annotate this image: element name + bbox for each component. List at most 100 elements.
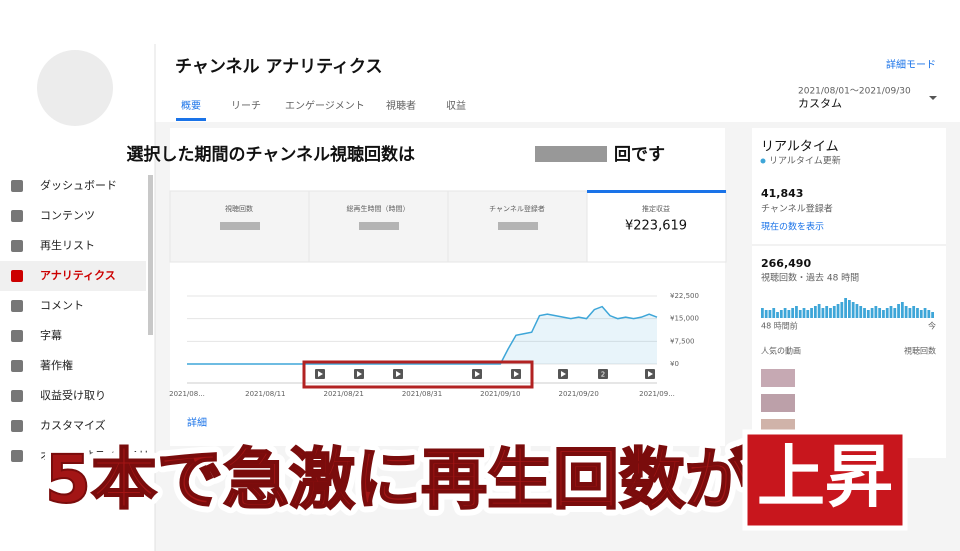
scrollbar xyxy=(148,175,153,335)
y-tick-label: ¥7,500 xyxy=(670,337,695,345)
realtime-bar xyxy=(848,300,851,318)
menu-item[interactable]: 収益受け取り xyxy=(40,388,106,402)
metric-label: 推定収益 xyxy=(642,204,670,213)
realtime-bar xyxy=(795,306,798,318)
realtime-bar xyxy=(776,312,779,318)
views-column: 視聴回数 xyxy=(904,346,936,356)
overlay-highlight: 上昇 xyxy=(757,439,893,518)
realtime-bar xyxy=(904,306,908,318)
metric-box xyxy=(308,190,449,263)
menu-icon xyxy=(11,270,23,282)
detail-mode[interactable]: 詳細モード xyxy=(886,58,936,71)
realtime-bar xyxy=(761,308,764,318)
metric-label: チャンネル登録者 xyxy=(489,204,545,213)
menu-item[interactable]: オーディオライブラリ xyxy=(40,448,149,462)
menu-icon xyxy=(11,240,23,252)
tab[interactable]: 視聴者 xyxy=(386,99,416,112)
realtime-bar xyxy=(866,310,870,318)
date-range: 2021/08/01～2021/09/30 xyxy=(798,87,911,97)
metrics: 視聴回数 総再生時間（時間） チャンネル登録者 推定収益 ¥223,619 xyxy=(169,190,727,263)
realtime-title: リアルタイム xyxy=(761,140,839,155)
end-label: 今 xyxy=(928,321,936,331)
realtime-bar xyxy=(916,308,919,318)
menu-item[interactable]: 字幕 xyxy=(40,328,62,342)
headline-suffix: 回です xyxy=(614,145,665,165)
period[interactable]: カスタム xyxy=(798,97,842,110)
x-tick-label: 2021/08... xyxy=(169,390,205,398)
details-link[interactable]: 詳細 xyxy=(187,416,207,429)
realtime-bar xyxy=(885,308,889,318)
menu-item[interactable]: アナリティクス xyxy=(40,269,116,282)
realtime-bar xyxy=(889,306,893,318)
realtime-bar xyxy=(919,310,923,318)
tabs: 概要 リーチ エンゲージメント 視聴者 収益 xyxy=(181,99,466,112)
x-tick-label: 2021/09/20 xyxy=(558,390,598,398)
tab[interactable]: 概要 xyxy=(181,99,201,112)
metric-label: 視聴回数 xyxy=(225,204,253,213)
overlay-text: 5本で急激に再生回数が xyxy=(45,441,751,518)
realtime-bar xyxy=(832,306,836,318)
play-icon xyxy=(561,371,566,377)
x-tick-label: 2021/08/31 xyxy=(402,390,442,398)
blurred-count xyxy=(535,146,607,162)
realtime-bar xyxy=(863,308,866,318)
menu-item[interactable]: ダッシュボード xyxy=(40,178,117,192)
menu-icon xyxy=(11,330,23,342)
area xyxy=(187,306,657,364)
x-tick-label: 2021/08/11 xyxy=(245,390,285,398)
play-icon xyxy=(514,371,519,377)
start-label: 48 時間前 xyxy=(761,321,798,331)
realtime-bar xyxy=(798,310,802,318)
x-tick-label: 2021/09... xyxy=(639,390,675,398)
show-current[interactable]: 現在の数を表示 xyxy=(761,221,824,233)
menu-icon xyxy=(11,210,23,222)
realtime-bar xyxy=(821,308,825,318)
realtime-bar xyxy=(859,306,863,318)
realtime-bar xyxy=(893,308,897,318)
tab[interactable]: エンゲージメント xyxy=(285,100,365,112)
tab[interactable]: 収益 xyxy=(446,99,466,112)
chart: ¥0 ¥7,500 ¥15,000 ¥22,500 2021/08... 2021/08/… xyxy=(169,292,699,398)
live-dot xyxy=(760,158,766,164)
realtime-bar xyxy=(825,306,829,318)
avatar xyxy=(37,50,113,126)
realtime-bar xyxy=(923,308,927,318)
menu-item[interactable]: コンテンツ xyxy=(40,209,95,222)
metric-blurred xyxy=(220,222,260,230)
realtime-bar xyxy=(900,302,904,318)
y-tick-label: ¥22,500 xyxy=(670,292,699,300)
realtime-bar xyxy=(810,308,813,318)
metric-value: ¥223,619 xyxy=(625,219,687,234)
active-item-bg xyxy=(0,261,146,291)
realtime-bar xyxy=(768,310,772,318)
realtime-bar xyxy=(779,310,783,318)
popular-label: 人気の動画 xyxy=(761,346,801,356)
x-tick-label: 2021/08/21 xyxy=(323,390,363,398)
views-label: 視聴回数・過去 48 時間 xyxy=(761,272,859,284)
metric-label: 総再生時間（時間） xyxy=(347,204,410,213)
metric-selected xyxy=(587,190,726,193)
menu-item[interactable]: 再生リスト xyxy=(40,238,95,252)
menu-icon xyxy=(11,300,23,312)
realtime-bar xyxy=(764,310,768,318)
y-tick-label: ¥0 xyxy=(670,360,679,368)
play-icon xyxy=(357,371,362,377)
metric-blurred xyxy=(498,222,538,230)
realtime-bar xyxy=(783,308,787,318)
realtime-bar xyxy=(802,308,806,318)
highlight-box xyxy=(302,360,534,389)
video-marker-label: 2 xyxy=(601,371,605,379)
video-marker[interactable] xyxy=(598,369,608,379)
menu-icon xyxy=(11,360,23,372)
menu-item[interactable]: 著作権 xyxy=(40,358,73,372)
realtime-bar xyxy=(791,308,795,318)
tab[interactable]: リーチ xyxy=(231,100,261,112)
main-card xyxy=(170,128,725,446)
menu-item[interactable]: コメント xyxy=(40,299,84,312)
y-tick-label: ¥15,000 xyxy=(670,315,699,323)
menu-icon xyxy=(11,390,23,402)
menu-item[interactable]: カスタマイズ xyxy=(40,418,106,432)
play-icon xyxy=(475,371,480,377)
overlay-outline: 5本で急激に再生回数が xyxy=(45,441,751,518)
